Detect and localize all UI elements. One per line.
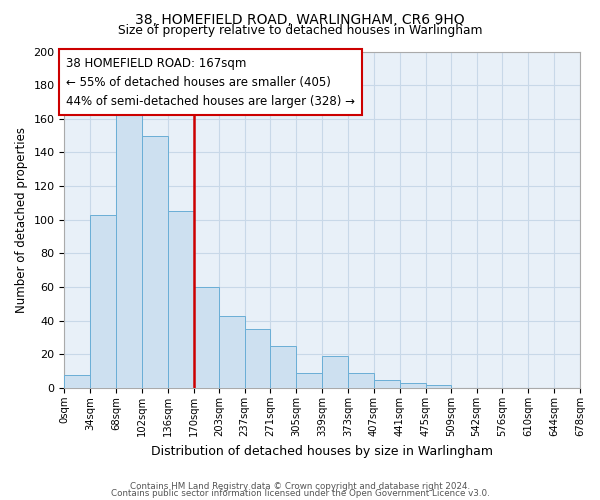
Y-axis label: Number of detached properties: Number of detached properties [15, 127, 28, 313]
Bar [64, 374, 90, 388]
Bar [271, 346, 296, 388]
Bar [425, 385, 451, 388]
Bar [168, 212, 194, 388]
Bar [245, 329, 271, 388]
Text: Contains public sector information licensed under the Open Government Licence v3: Contains public sector information licen… [110, 490, 490, 498]
Bar [374, 380, 400, 388]
Text: Size of property relative to detached houses in Warlingham: Size of property relative to detached ho… [118, 24, 482, 37]
Text: Contains HM Land Registry data © Crown copyright and database right 2024.: Contains HM Land Registry data © Crown c… [130, 482, 470, 491]
Bar [90, 215, 116, 388]
Bar [322, 356, 348, 388]
Bar [194, 287, 219, 388]
Bar [116, 108, 142, 388]
Bar [296, 373, 322, 388]
Text: 38, HOMEFIELD ROAD, WARLINGHAM, CR6 9HQ: 38, HOMEFIELD ROAD, WARLINGHAM, CR6 9HQ [135, 12, 465, 26]
Text: 38 HOMEFIELD ROAD: 167sqm
← 55% of detached houses are smaller (405)
44% of semi: 38 HOMEFIELD ROAD: 167sqm ← 55% of detac… [66, 56, 355, 108]
Bar [348, 373, 374, 388]
X-axis label: Distribution of detached houses by size in Warlingham: Distribution of detached houses by size … [151, 444, 493, 458]
Bar [400, 383, 425, 388]
Bar [142, 136, 168, 388]
Bar [219, 316, 245, 388]
